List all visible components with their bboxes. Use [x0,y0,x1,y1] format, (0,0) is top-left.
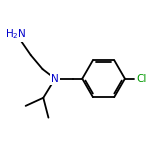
Text: N: N [51,74,59,84]
Text: Cl: Cl [136,74,146,84]
Text: H$_2$N: H$_2$N [5,27,27,41]
